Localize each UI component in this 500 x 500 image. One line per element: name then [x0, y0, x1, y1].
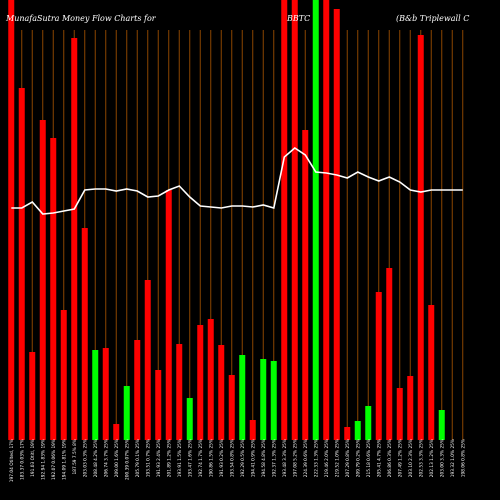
x-tick-label: 190.86 1.5% 25% [208, 439, 214, 477]
x-tick-label: 203.00 3.3% 25% [439, 439, 445, 477]
bar-37 [386, 268, 393, 440]
x-tick-label: 194.09 1.81% 19% [61, 439, 67, 480]
bar-7 [71, 38, 78, 440]
x-tick-label: 191.03 Otitl, 19% [30, 439, 36, 477]
bar-27 [281, 0, 288, 440]
bar-25 [260, 359, 267, 440]
bar-24 [249, 420, 256, 440]
x-tick-label: 200.39 0.07% 25% [124, 439, 130, 480]
x-tick-label: 191.93 0.2% 25% [219, 439, 225, 477]
chart-title-left: MunafaSutra Money Flow Charts for [5, 14, 157, 23]
chart-title-company: (B&b Triplewall C [396, 14, 469, 23]
x-tick-label: 206.74 3.7% 25% [103, 439, 109, 477]
bar-15 [155, 370, 162, 440]
x-tick-label: 209.79 0.2% 25% [355, 439, 361, 477]
x-tick-label: 202.53 3.3% 25% [418, 439, 424, 477]
bar-12 [123, 386, 130, 440]
bar-14 [144, 280, 151, 440]
bar-28 [291, 0, 298, 440]
bar-10 [102, 348, 109, 440]
x-tick-label: 192.37 1.3% 25% [271, 439, 277, 477]
bar-2 [18, 88, 25, 440]
bar-39 [407, 376, 414, 440]
x-tick-label: 192.07 0.06% 19% [51, 439, 57, 480]
x-tick-label: 194.41 0.9% 25% [250, 439, 256, 477]
bar-42 [438, 410, 445, 440]
x-tick-label: 198.06 0.8% 25% [460, 439, 466, 477]
x-tick-label: 203.10 2.3% 25% [408, 439, 414, 477]
x-tick-label: 206.86 0.3% 25% [387, 439, 393, 477]
x-tick-label: 219.46 2.0% 25% [324, 439, 330, 477]
bar-26 [270, 361, 277, 440]
bar-20 [207, 319, 214, 440]
bar-17 [176, 344, 183, 440]
bar-33 [344, 427, 351, 440]
x-tick-label: 193.54 0.8% 25% [229, 439, 235, 477]
x-tick-label: 201.89 1.2% 25% [166, 439, 172, 477]
bar-19 [197, 325, 204, 440]
x-tick-label: 209.00 1.6% 25% [114, 439, 120, 477]
bar-38 [396, 388, 403, 440]
grid-lines [10, 30, 464, 440]
bar-16 [165, 190, 172, 440]
x-tick-label: 215.18 0.6% 25% [366, 439, 372, 477]
x-tick-label: 207.29 0.8% 25% [345, 439, 351, 477]
bar-8 [81, 228, 88, 440]
bar-40 [417, 35, 424, 440]
bar-9 [92, 350, 99, 440]
bar-6 [60, 310, 67, 440]
x-tick-label: 192.74 1.7% 25% [198, 439, 204, 477]
x-tick-label: 192.94 1.83% 19% [40, 439, 46, 480]
money-flow-line [11, 146, 463, 215]
bar-29 [302, 130, 309, 440]
chart-title-symbol: BBTC [286, 14, 310, 23]
x-tick-label: 183.37 0.03% 17% [19, 439, 25, 480]
bar-13 [134, 340, 141, 440]
bar-30 [312, 0, 319, 440]
bar-1 [8, 0, 15, 440]
bar-41 [428, 305, 435, 440]
bar-31 [323, 0, 330, 440]
x-tick-label: 222.33 1.3% 25% [313, 439, 319, 477]
bar-4 [39, 120, 46, 440]
bar-21 [218, 345, 225, 440]
bar-36 [375, 292, 382, 440]
x-tick-label: 197.08 5.2% 25% [292, 439, 298, 477]
x-axis-tick-labels: 197.04 Otilted, 17% 183.37 0.03% 17% 191.0… [9, 439, 467, 482]
x-tick-label: 193.91 1.5% 25% [177, 439, 183, 477]
x-tick-label: 224.39 0.6% 25% [303, 439, 309, 477]
bar-5 [50, 138, 57, 440]
bar-22 [228, 375, 235, 440]
x-tick-label: 207.49 1.2% 25% [397, 439, 403, 477]
x-tick-label: 187.59 7.5% 8% [72, 439, 78, 475]
x-tick-label: 208.48 4.2% 25% [93, 439, 99, 477]
bar-32 [333, 9, 340, 440]
bar-34 [354, 421, 361, 440]
x-tick-label: 203.03 0.3% 25% [82, 439, 88, 477]
x-tick-label: 192.29 0.5% 25% [240, 439, 246, 477]
x-tick-label: 193.51 0.7% 25% [145, 439, 151, 477]
x-tick-label: 193.47 1.6% 25% [187, 439, 193, 477]
x-tick-label: 193.32 1.0% 25% [450, 439, 456, 477]
x-tick-label: 205.79 0.1% 25% [135, 439, 141, 477]
x-tick-label: 205.41 4.7% 25% [376, 439, 382, 477]
bar-35 [365, 406, 372, 440]
x-tick-label: 197.04 Otilted, 17% [9, 439, 15, 482]
x-tick-label: 219.52 1.0% 25% [334, 439, 340, 477]
bar-11 [113, 424, 120, 440]
bar-18 [186, 398, 193, 440]
bar-series [8, 0, 445, 440]
x-tick-label: 191.93 2.4% 25% [156, 439, 162, 477]
x-tick-label: 202.13 1.2% 25% [429, 439, 435, 477]
bar-23 [239, 355, 246, 440]
x-tick-label: 194.58 4.8% 25% [261, 439, 267, 477]
x-tick-label: 193.48 3.3% 25% [282, 439, 288, 477]
bar-3 [29, 352, 36, 440]
